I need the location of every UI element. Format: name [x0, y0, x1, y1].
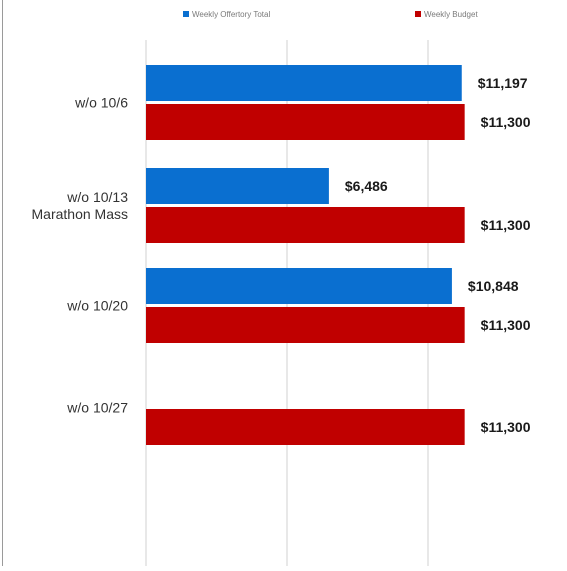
frame-left-border — [2, 0, 3, 566]
data-label: $11,197 — [478, 75, 528, 91]
data-label: $11,300 — [481, 419, 531, 435]
legend-swatch — [415, 11, 421, 17]
category-label: w/o 10/20 — [66, 298, 128, 314]
data-label: $11,300 — [481, 114, 531, 130]
bar — [146, 307, 465, 343]
category-label: w/o 10/13 — [66, 189, 128, 205]
data-label: $10,848 — [468, 278, 519, 294]
bar — [146, 168, 329, 204]
bar — [146, 65, 462, 101]
legend-label: Weekly Budget — [424, 10, 478, 19]
data-label: $11,300 — [481, 217, 531, 233]
legend-label: Weekly Offertory Total — [192, 10, 270, 19]
category-label: w/o 10/6 — [74, 95, 128, 111]
data-label: $11,300 — [481, 317, 531, 333]
bar — [146, 104, 465, 140]
category-label: w/o 10/27 — [66, 400, 128, 416]
data-label: $6,486 — [345, 178, 388, 194]
category-label: Marathon Mass — [32, 206, 128, 222]
bar — [146, 207, 465, 243]
bar — [146, 268, 452, 304]
bar — [146, 409, 465, 445]
legend-swatch — [183, 11, 189, 17]
